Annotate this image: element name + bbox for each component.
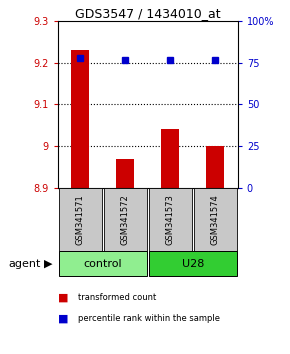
Text: ■: ■ [58, 314, 72, 324]
Bar [161, 130, 179, 188]
Bar [116, 159, 134, 188]
Text: control: control [84, 259, 122, 269]
FancyBboxPatch shape [149, 188, 192, 251]
Text: percentile rank within the sample: percentile rank within the sample [78, 314, 220, 323]
Bar [206, 146, 224, 188]
Title: GDS3547 / 1434010_at: GDS3547 / 1434010_at [75, 7, 221, 20]
FancyBboxPatch shape [59, 188, 102, 251]
Text: ▶: ▶ [44, 259, 52, 269]
FancyBboxPatch shape [104, 188, 147, 251]
Text: GSM341573: GSM341573 [166, 194, 175, 245]
Text: GSM341574: GSM341574 [211, 194, 220, 245]
Text: agent: agent [9, 259, 41, 269]
Text: transformed count: transformed count [78, 293, 157, 302]
Bar [71, 50, 89, 188]
Text: GSM341572: GSM341572 [121, 194, 130, 245]
FancyBboxPatch shape [59, 251, 147, 276]
Text: U28: U28 [182, 259, 204, 269]
FancyBboxPatch shape [149, 251, 237, 276]
Text: GSM341571: GSM341571 [76, 194, 85, 245]
Text: ■: ■ [58, 292, 72, 302]
FancyBboxPatch shape [194, 188, 237, 251]
